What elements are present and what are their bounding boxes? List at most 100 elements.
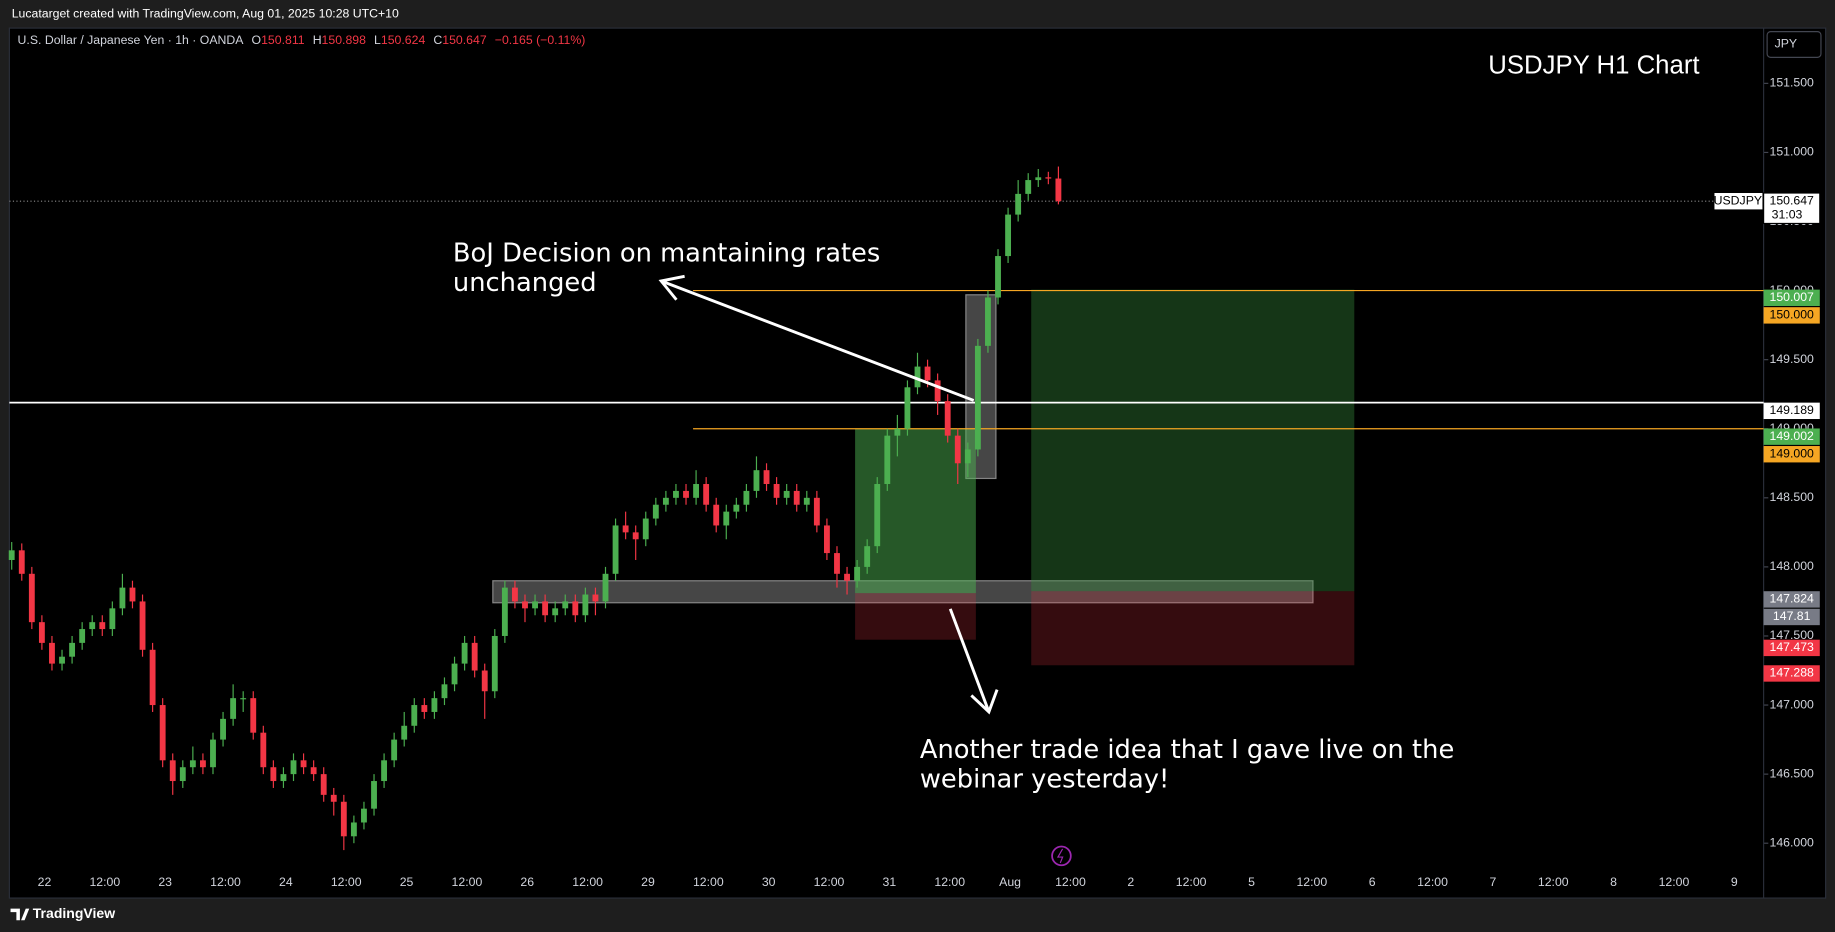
candle-body (189, 760, 196, 768)
y-tick-label: 148.000 (1770, 559, 1815, 573)
ohlc-prefix: L (374, 33, 381, 47)
x-tick-label: 12:00 (572, 875, 603, 889)
candle-body (592, 594, 599, 602)
candle-body (542, 601, 549, 616)
ohlc-prefix: H (313, 33, 322, 47)
x-tick-label: 7 (1489, 875, 1496, 889)
x-tick-label: 12:00 (814, 875, 845, 889)
candle-body (773, 484, 780, 498)
currency-button[interactable] (1766, 31, 1822, 58)
x-tick-label: 2 (1127, 875, 1134, 889)
candle-body (49, 642, 55, 664)
candles (8, 166, 1062, 851)
price-tag-label: 149.002 (1770, 429, 1815, 443)
y-tick-label: 149.500 (1770, 352, 1815, 366)
x-tick-label: 12:00 (331, 875, 362, 889)
candle-body (964, 449, 971, 464)
candle-body (904, 387, 911, 429)
candle-body (350, 822, 357, 837)
y-tick-label: 151.500 (1770, 76, 1815, 90)
candle-body (924, 366, 931, 381)
x-tick-label: 29 (641, 875, 655, 889)
x-tick-label: 12:00 (1296, 875, 1327, 889)
arrow-head (658, 274, 685, 301)
candle-body (572, 601, 579, 616)
candle-body (985, 297, 991, 346)
candle-body (622, 525, 629, 533)
low-value: 150.624 (381, 33, 426, 47)
x-tick-label: 12:00 (1538, 875, 1569, 889)
candle-body (451, 663, 458, 685)
candle-body (1025, 180, 1032, 194)
x-tick-label: 24 (279, 875, 293, 889)
candle-body (642, 518, 649, 540)
x-tick-label: 12:00 (1659, 875, 1690, 889)
candle-body (139, 601, 146, 650)
x-tick-label: 12:00 (452, 875, 483, 889)
candle-body (300, 760, 307, 768)
countdown: 31:03 (1772, 208, 1803, 222)
candle-body (310, 767, 317, 775)
event-icon[interactable] (1051, 845, 1072, 867)
price-tag-label: 147.81 (1773, 609, 1811, 623)
x-tick-label: 12:00 (1417, 875, 1448, 889)
candle-body (1045, 177, 1052, 179)
candle-body (673, 490, 679, 498)
candle-body (914, 366, 921, 388)
candle-body (260, 732, 267, 768)
candle-body (632, 532, 639, 540)
drawings (9, 28, 1769, 899)
x-tick-label: 12:00 (934, 875, 965, 889)
candle-body (230, 698, 237, 719)
candle-body (270, 767, 277, 782)
price-tag (1763, 307, 1820, 324)
candle-body (652, 504, 659, 519)
candle-body (501, 587, 508, 636)
x-tick-label: 6 (1369, 875, 1376, 889)
candle-body (753, 470, 760, 491)
currency-label: JPY (1775, 37, 1798, 51)
x-tick-label: 5 (1248, 875, 1255, 889)
last-price-label: 150.647 (1770, 193, 1815, 207)
candle-body (69, 642, 76, 657)
candle-body (582, 594, 589, 616)
candle-body (79, 629, 86, 643)
candle-body (421, 705, 428, 712)
candle-body (1005, 214, 1012, 257)
price-tag-label: 150.007 (1770, 290, 1815, 304)
candle-body (562, 601, 569, 609)
x-tick-label: Aug (999, 875, 1021, 889)
arrow-head (970, 689, 999, 715)
last-price-tag (1763, 192, 1821, 225)
x-tick-label: 22 (38, 875, 52, 889)
y-tick-label: 146.000 (1770, 835, 1815, 849)
candle-body (552, 608, 559, 616)
candle-body (612, 525, 619, 574)
candle-body (803, 497, 810, 505)
price-tag (1763, 289, 1820, 307)
candle-body (834, 553, 840, 574)
candle-body (662, 497, 669, 505)
y-tick-label: 147.500 (1770, 628, 1815, 642)
candle-body (813, 497, 820, 526)
y-tick-label: 151.000 (1770, 145, 1815, 159)
candle-body (129, 587, 136, 602)
candle-body (8, 550, 15, 560)
x-tick-label: 30 (762, 875, 776, 889)
candle-body (844, 573, 850, 581)
price-tag-label: 149.000 (1770, 446, 1815, 460)
x-tick-label: 12:00 (210, 875, 241, 889)
annotation: BoJ Decision on mantaining rates (453, 239, 880, 269)
candle-body (491, 635, 498, 692)
candle-body (411, 705, 418, 726)
x-tick-label: 23 (158, 875, 172, 889)
candle-body (874, 484, 881, 547)
candle-body (431, 698, 438, 712)
candle-body (944, 401, 951, 436)
candle-body (330, 794, 337, 802)
price-tag (1763, 591, 1820, 608)
candle-body (1015, 193, 1022, 215)
candle-body (864, 546, 871, 567)
header: Lucatarget created with TradingView.com,… (12, 6, 399, 20)
